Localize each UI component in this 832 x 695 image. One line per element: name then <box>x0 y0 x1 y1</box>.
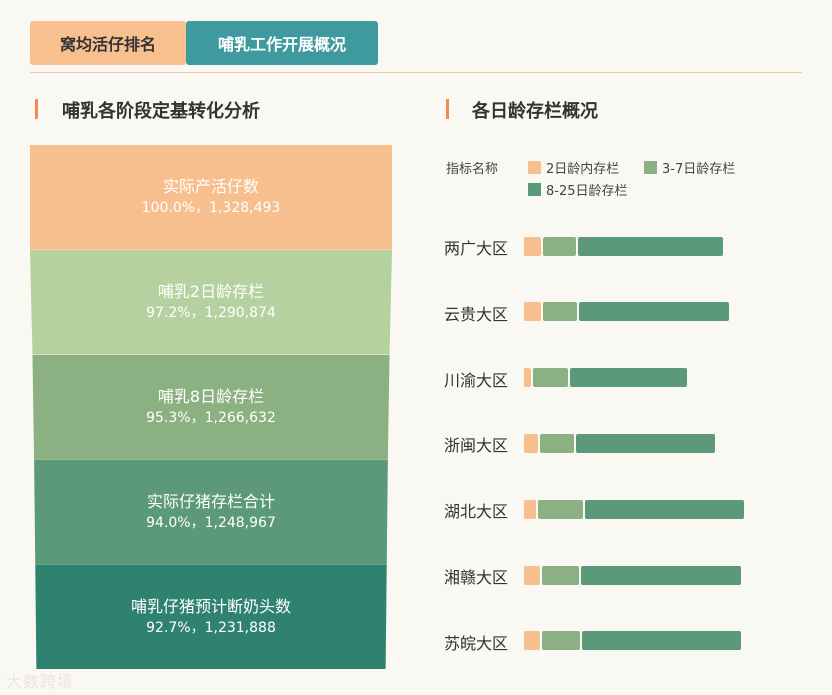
bar-segment[interactable] <box>524 236 541 256</box>
legend-swatch-3-7day <box>644 161 657 174</box>
bar-segment[interactable] <box>543 302 577 322</box>
legend-item-2day[interactable]: 2日龄内存栏 <box>528 158 619 177</box>
watermark-logo: 大数跨境 <box>6 672 75 691</box>
bar-segment[interactable] <box>524 631 540 651</box>
funnel-stage[interactable]: 哺乳2日龄存栏 97.2%，1,290,874 <box>30 249 392 355</box>
bar-segment[interactable] <box>542 631 580 651</box>
funnel-stage[interactable]: 哺乳仔猪预计断奶头数 92.7%，1,231,888 <box>35 564 387 669</box>
legend-text-3-7day: 3-7日龄存栏 <box>662 162 736 177</box>
bar-segment[interactable] <box>576 433 715 453</box>
bar-segment[interactable] <box>538 499 583 519</box>
legend-item-3-7day[interactable]: 3-7日龄存栏 <box>644 158 735 177</box>
category-label: 云贵大区 <box>444 304 509 324</box>
legend-text-2day: 2日龄内存栏 <box>546 162 620 177</box>
funnel-stage-value: 95.3%，1,266,632 <box>146 409 276 426</box>
funnel-stage-name: 哺乳8日龄存栏 <box>157 386 265 406</box>
bar-segment[interactable] <box>542 565 579 585</box>
bar-segment[interactable] <box>524 565 540 585</box>
bar-segment[interactable] <box>524 433 538 453</box>
funnel-title: 哺乳各阶段定基转化分析 <box>62 101 260 122</box>
funnel-stage[interactable]: 实际仔猪存栏合计 94.0%，1,248,967 <box>34 459 388 565</box>
bar-segment[interactable] <box>540 433 574 453</box>
legend-swatch-8-25day <box>528 183 541 196</box>
funnel-stage-name: 实际产活仔数 <box>162 177 259 197</box>
legend-swatch-2day <box>528 161 541 174</box>
funnel-stage-value: 92.7%，1,231,888 <box>146 619 276 636</box>
funnel-stage[interactable]: 哺乳8日龄存栏 95.3%，1,266,632 <box>32 354 390 460</box>
category-label: 湘赣大区 <box>444 568 509 587</box>
bar-chart-title: 各日龄存栏概况 <box>472 101 598 122</box>
category-label: 川渝大区 <box>444 370 509 390</box>
funnel-stage-name: 哺乳仔猪预计断奶头数 <box>130 596 291 616</box>
category-label: 苏皖大区 <box>444 633 509 653</box>
funnel-stage-value: 100.0%，1,328,493 <box>141 200 281 217</box>
funnel-stage[interactable]: 实际产活仔数 100.0%，1,328,493 <box>30 145 392 250</box>
legend-item-8-25day[interactable]: 8-25日龄存栏 <box>528 180 628 199</box>
bar-segment[interactable] <box>582 631 741 651</box>
category-label: 两广大区 <box>444 239 509 258</box>
bar-segment[interactable] <box>581 565 741 585</box>
tab-nursing-overview[interactable]: 哺乳工作开展概况 <box>186 21 378 65</box>
legend-title: 指标名称 <box>446 162 499 177</box>
bar-segment[interactable] <box>579 302 729 322</box>
tab-litter-ranking[interactable]: 窝均活仔排名 <box>30 21 186 65</box>
bar-segment[interactable] <box>524 302 541 322</box>
divider <box>30 72 802 73</box>
bar-segment[interactable] <box>524 368 531 388</box>
category-label: 浙闽大区 <box>444 436 509 456</box>
funnel-stage-value: 94.0%，1,248,967 <box>146 514 276 531</box>
funnel-stage-value: 97.2%，1,290,874 <box>146 305 276 322</box>
funnel-stage-name: 哺乳2日龄存栏 <box>157 282 265 302</box>
section-marker-left <box>35 99 38 119</box>
bar-segment[interactable] <box>578 236 723 256</box>
legend-text-8-25day: 8-25日龄存栏 <box>546 184 628 199</box>
bar-segment[interactable] <box>570 368 687 388</box>
bar-segment[interactable] <box>543 236 576 256</box>
bar-segment[interactable] <box>533 368 568 388</box>
bar-segment[interactable] <box>585 499 744 519</box>
funnel-stage-name: 实际仔猪存栏合计 <box>146 491 275 511</box>
bar-segment[interactable] <box>524 499 536 519</box>
category-label: 湖北大区 <box>444 502 509 522</box>
section-marker-right <box>446 99 449 119</box>
